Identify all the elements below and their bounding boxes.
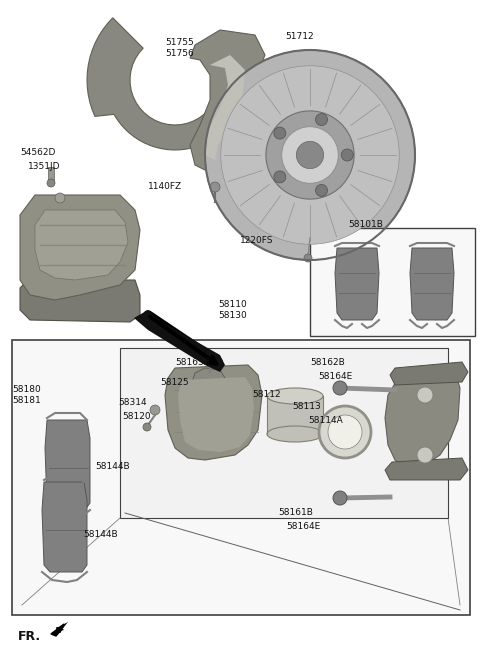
- Polygon shape: [35, 210, 128, 280]
- Bar: [12, 340, 470, 615]
- Polygon shape: [50, 622, 68, 634]
- Text: 58120: 58120: [122, 412, 151, 421]
- Text: 58113: 58113: [292, 402, 321, 411]
- Text: 58144B: 58144B: [83, 530, 118, 539]
- Polygon shape: [178, 377, 254, 452]
- Text: 54562D: 54562D: [20, 148, 55, 157]
- Circle shape: [205, 50, 415, 260]
- Circle shape: [333, 491, 347, 505]
- Polygon shape: [335, 248, 379, 320]
- Text: 58164E: 58164E: [318, 372, 352, 381]
- Text: 58163B: 58163B: [175, 358, 210, 367]
- Text: 58164E: 58164E: [286, 522, 320, 531]
- Text: 1220FS: 1220FS: [240, 236, 274, 245]
- Text: 58110
58130: 58110 58130: [218, 300, 247, 320]
- Text: 58180
58181: 58180 58181: [12, 385, 41, 405]
- Circle shape: [206, 356, 214, 364]
- Bar: [48, 167, 54, 183]
- Circle shape: [417, 447, 433, 463]
- Polygon shape: [390, 362, 468, 385]
- Circle shape: [274, 171, 286, 183]
- Text: 58144B: 58144B: [95, 462, 130, 471]
- Circle shape: [274, 127, 286, 139]
- Circle shape: [315, 185, 327, 196]
- Polygon shape: [87, 18, 263, 157]
- Bar: [310, 228, 475, 336]
- Circle shape: [143, 423, 151, 431]
- Text: 58125: 58125: [160, 378, 189, 387]
- Circle shape: [266, 111, 354, 199]
- Circle shape: [47, 179, 55, 187]
- Text: 51712: 51712: [285, 32, 313, 41]
- Text: 58112: 58112: [252, 390, 281, 399]
- Text: FR.: FR.: [18, 630, 41, 643]
- Polygon shape: [385, 368, 460, 468]
- Circle shape: [304, 254, 312, 262]
- Circle shape: [328, 415, 362, 449]
- Circle shape: [333, 381, 347, 395]
- Text: 58162B: 58162B: [310, 358, 345, 367]
- Circle shape: [341, 149, 353, 161]
- Polygon shape: [410, 248, 454, 320]
- Polygon shape: [134, 310, 225, 372]
- Text: 58114A: 58114A: [308, 416, 343, 425]
- Text: 51755
51756: 51755 51756: [165, 38, 194, 58]
- Polygon shape: [385, 458, 468, 480]
- Bar: [267, 396, 323, 434]
- Polygon shape: [165, 365, 262, 460]
- Ellipse shape: [267, 388, 323, 404]
- Circle shape: [221, 66, 399, 244]
- Polygon shape: [20, 195, 140, 300]
- Polygon shape: [20, 280, 140, 322]
- Circle shape: [282, 127, 338, 183]
- Bar: [120, 348, 448, 518]
- Circle shape: [150, 405, 160, 415]
- Polygon shape: [190, 368, 225, 402]
- Text: 58161B: 58161B: [278, 508, 313, 517]
- Text: 58314: 58314: [118, 398, 146, 407]
- Polygon shape: [51, 624, 64, 636]
- Circle shape: [417, 387, 433, 403]
- Circle shape: [296, 141, 324, 169]
- Circle shape: [315, 114, 327, 125]
- Circle shape: [210, 182, 220, 192]
- Polygon shape: [205, 55, 245, 160]
- Ellipse shape: [267, 426, 323, 442]
- Text: 58101B: 58101B: [348, 220, 383, 229]
- Text: 1140FZ: 1140FZ: [148, 182, 182, 191]
- Polygon shape: [42, 482, 87, 572]
- Circle shape: [319, 406, 371, 458]
- Polygon shape: [190, 30, 265, 170]
- Text: 1351JD: 1351JD: [28, 162, 60, 171]
- Circle shape: [55, 193, 65, 203]
- Polygon shape: [45, 420, 90, 510]
